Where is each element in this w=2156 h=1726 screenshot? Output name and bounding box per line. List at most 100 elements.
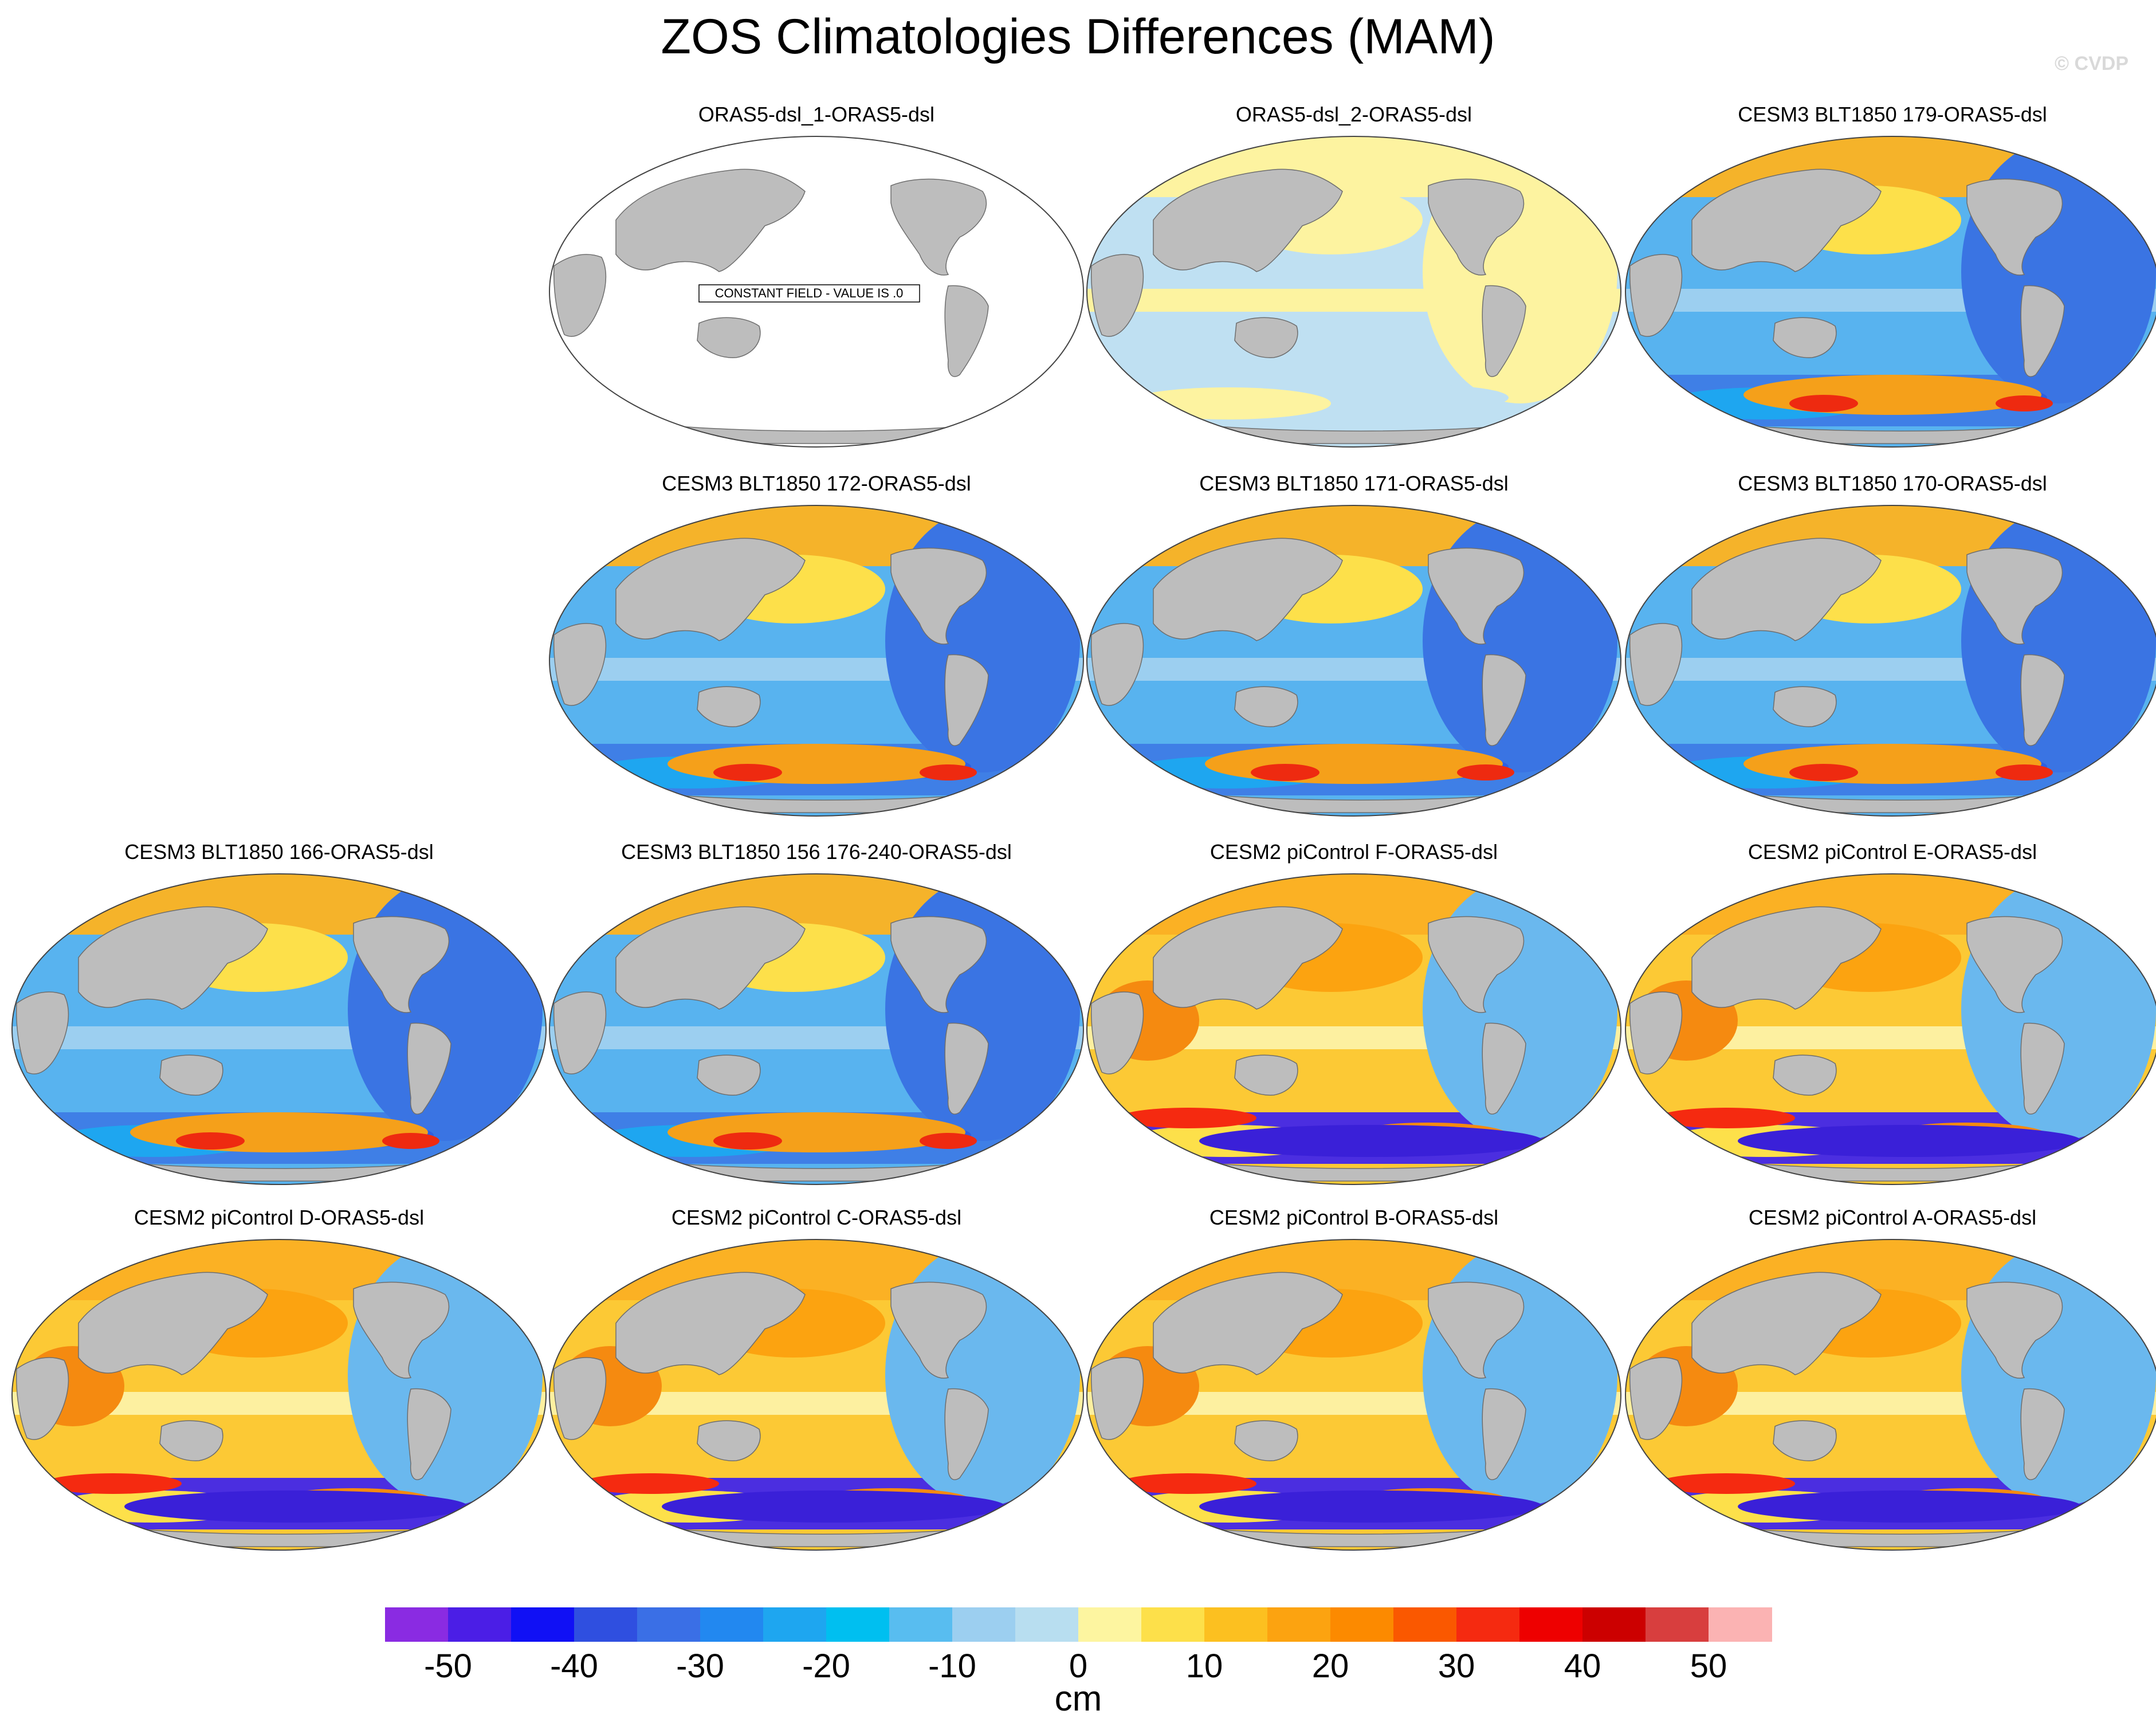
world-map — [1086, 1239, 1621, 1551]
world-map — [1086, 136, 1621, 448]
colorbar-swatch — [637, 1607, 701, 1642]
map-outline — [1625, 873, 2156, 1185]
colorbar-swatch — [1709, 1607, 1772, 1642]
map-outline — [1086, 1239, 1621, 1551]
southern-hot-patch — [382, 1133, 439, 1149]
landmass — [1234, 686, 1298, 727]
landmass — [1153, 168, 1343, 272]
world-map — [1625, 873, 2156, 1185]
landmass — [1482, 1022, 1526, 1115]
landmass — [1629, 623, 1683, 706]
southern-hot-patch — [1996, 395, 2053, 411]
panel-title: CESM2 piControl E-ORAS5-dsl — [1747, 840, 2037, 864]
atlantic-field — [1961, 140, 2156, 403]
landmass — [697, 686, 761, 727]
colorbar-swatch — [1141, 1607, 1205, 1642]
atlantic-field — [1423, 509, 1617, 772]
colorbar-tick-label: 10 — [1185, 1647, 1223, 1685]
landmass — [1482, 285, 1526, 377]
landmass — [1090, 254, 1144, 337]
landmass — [553, 254, 607, 337]
landmass — [697, 1420, 761, 1461]
constant-field-label: CONSTANT FIELD - VALUE IS .0 — [698, 284, 920, 303]
landmass — [2020, 1388, 2065, 1480]
landmass — [890, 1281, 987, 1379]
map-outline — [549, 505, 1084, 817]
world-map — [1625, 505, 2156, 817]
colorbar-swatch — [1393, 1607, 1457, 1642]
landmass — [1482, 654, 1526, 746]
southern-hot-patch — [1251, 764, 1319, 781]
map-panel: CESM2 piControl A-ORAS5-dsl — [1623, 1205, 2156, 1555]
panel-title: CESM2 piControl F-ORAS5-dsl — [1209, 840, 1498, 864]
map-outline — [1086, 136, 1621, 448]
southern-hot-patch — [1658, 1108, 1795, 1128]
colorbar-tick-label: 50 — [1690, 1647, 1727, 1685]
colorbar-tick-label: 40 — [1564, 1647, 1601, 1685]
map-panel: ORAS5-dsl_1-ORAS5-dsl CONSTANT FIELD - VA… — [547, 102, 1086, 452]
panel-title: ORAS5-dsl_2-ORAS5-dsl — [1235, 103, 1472, 126]
figure-title: ZOS Climatologies Differences (MAM) — [661, 9, 1495, 64]
colorbar-tick-label: -50 — [424, 1647, 472, 1685]
atlantic-field — [1961, 877, 2156, 1141]
landmass — [15, 991, 69, 1074]
southern-hot-patch — [1119, 1108, 1256, 1128]
colorbar-tick-label: 0 — [1069, 1647, 1088, 1685]
colorbar-swatch — [1330, 1607, 1394, 1642]
map-outline — [1625, 505, 2156, 817]
landmass — [615, 1272, 806, 1375]
panel-title: ORAS5-dsl_1-ORAS5-dsl — [698, 103, 935, 126]
map-panel: CESM2 piControl C-ORAS5-dsl — [547, 1205, 1086, 1555]
southern-hot-patch — [1457, 764, 1514, 780]
southern-hot-patch — [1789, 395, 1858, 412]
map-panel: CESM3 BLT1850 172-ORAS5-dsl — [547, 471, 1086, 821]
colorbar-swatch — [1646, 1607, 1709, 1642]
colorbar-tick-label: -10 — [928, 1647, 976, 1685]
landmass — [1428, 1281, 1525, 1379]
landmass — [1691, 538, 1882, 641]
landmass — [944, 654, 989, 746]
landmass — [353, 916, 450, 1013]
landmass — [2020, 285, 2065, 377]
map-outline — [1086, 505, 1621, 817]
colorbar-swatch — [574, 1607, 638, 1642]
atlantic-field — [348, 877, 543, 1141]
landmass — [1234, 1420, 1298, 1461]
world-map — [549, 873, 1084, 1185]
landmass — [1090, 991, 1144, 1074]
landmass — [1482, 1388, 1526, 1480]
atlantic-field — [1961, 509, 2156, 772]
atlantic-field — [1423, 1243, 1617, 1507]
copyright-watermark: © CVDP — [2055, 53, 2128, 74]
panel-title: CESM3 BLT1850 156 176-240-ORAS5-dsl — [621, 840, 1012, 864]
southern-hot-patch — [1119, 1473, 1256, 1494]
map-panel: CESM2 piControl E-ORAS5-dsl — [1623, 840, 2156, 1189]
landmass — [944, 1388, 989, 1480]
colorbar-tick-label: 30 — [1438, 1647, 1475, 1685]
landmass — [697, 1054, 761, 1096]
colorbar-swatch — [1582, 1607, 1646, 1642]
world-map — [549, 505, 1084, 817]
southern-warm-patch — [130, 1112, 428, 1152]
atlantic-field — [1423, 877, 1617, 1141]
landmass — [944, 1022, 989, 1115]
colorbar-swatch — [1078, 1607, 1142, 1642]
landmass — [697, 317, 761, 358]
colorbar-swatch — [952, 1607, 1016, 1642]
world-map — [1625, 1239, 2156, 1551]
landmass — [353, 1281, 450, 1379]
southern-cold-patch — [1738, 1125, 2082, 1157]
landmass — [890, 547, 987, 645]
southern-warm-patch — [1743, 744, 2041, 784]
map-panel: CESM2 piControl B-ORAS5-dsl — [1085, 1205, 1623, 1555]
map-outline — [549, 136, 1084, 448]
landmass — [1773, 317, 1837, 358]
panel-title: CESM3 BLT1850 166-ORAS5-dsl — [124, 840, 434, 864]
colorbar-swatch — [700, 1607, 764, 1642]
map-panel: CESM2 piControl F-ORAS5-dsl — [1085, 840, 1623, 1189]
landmass — [1629, 1357, 1683, 1440]
atlantic-field — [885, 1243, 1080, 1507]
landmass — [159, 1054, 223, 1096]
map-outline — [1625, 1239, 2156, 1551]
atlantic-field — [885, 509, 1080, 772]
